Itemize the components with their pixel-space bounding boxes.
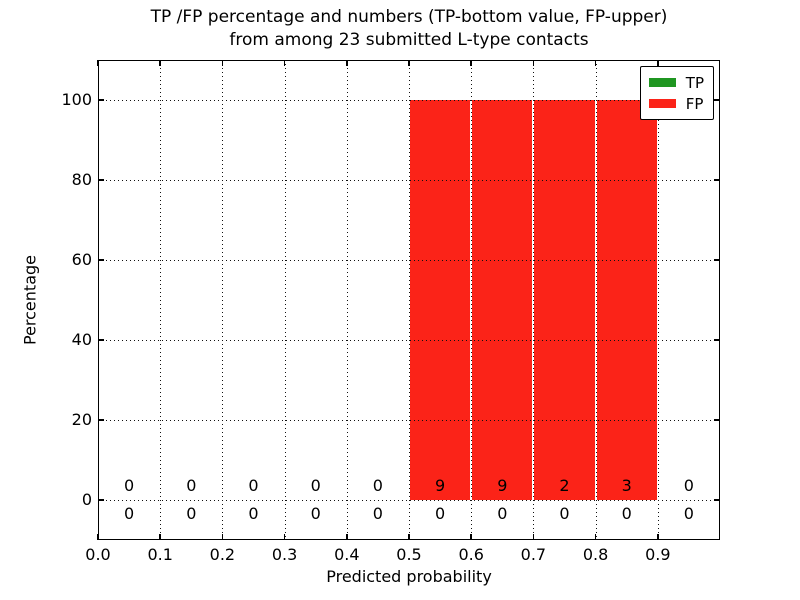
y-tick-label: 80 [71, 170, 92, 189]
legend-item-fp: FP [648, 93, 704, 114]
gridline-v [533, 60, 535, 540]
x-tick-label: 0.0 [85, 545, 111, 564]
fp-bar [596, 100, 657, 500]
tp-count-label: 0 [683, 504, 694, 523]
gridline-v [284, 60, 286, 540]
legend-item-tp: TP [648, 72, 704, 93]
y-tick-right [714, 179, 720, 181]
y-tick-right [714, 99, 720, 101]
fp-count-label: 0 [683, 476, 694, 495]
y-tick-right [714, 419, 720, 421]
gridline-v [409, 60, 410, 540]
tp-count-label: 0 [124, 504, 135, 523]
y-tick-right [714, 499, 720, 501]
x-tick-bottom [408, 534, 410, 540]
x-tick-label: 0.5 [396, 545, 422, 564]
fp-count-label: 3 [621, 476, 632, 495]
x-tick-bottom [594, 534, 597, 540]
chart-title-line1: TP /FP percentage and numbers (TP-bottom… [150, 7, 668, 27]
x-tick-bottom [470, 534, 472, 540]
gridline-v [595, 60, 597, 540]
x-tick-top [97, 60, 99, 66]
y-tick-left [98, 419, 104, 421]
y-tick-label: 0 [81, 490, 92, 509]
tp-count-label: 0 [621, 504, 632, 523]
y-tick-left [98, 259, 104, 261]
chart-title: TP /FP percentage and numbers (TP-bottom… [98, 6, 720, 52]
gridline-v [222, 60, 224, 540]
x-tick-label: 0.1 [147, 545, 173, 564]
x-tick-top [221, 60, 224, 66]
legend-label-fp: FP [685, 94, 704, 113]
fp-count-label: 9 [497, 476, 508, 495]
fp-bar [534, 100, 595, 500]
y-tick-label: 20 [71, 410, 92, 429]
x-tick-bottom [221, 534, 224, 540]
x-tick-label: 0.4 [334, 545, 360, 564]
legend-label-tp: TP [685, 73, 704, 92]
tp-count-label: 0 [497, 504, 508, 523]
tp-count-label: 0 [435, 504, 446, 523]
x-tick-bottom [532, 534, 535, 540]
tp-count-label: 0 [186, 504, 197, 523]
x-axis-label: Predicted probability [326, 567, 492, 586]
y-tick-left [98, 339, 104, 341]
y-tick-left [98, 179, 104, 181]
x-tick-top [470, 60, 472, 66]
x-tick-top [657, 60, 659, 66]
y-tick-left [98, 499, 104, 501]
x-tick-top [159, 60, 161, 66]
y-tick-right [714, 339, 720, 341]
x-tick-label: 0.7 [520, 545, 547, 564]
fp-count-label: 0 [372, 476, 383, 495]
gridline-v [160, 60, 162, 540]
x-tick-bottom [283, 534, 286, 540]
x-tick-top [346, 60, 348, 66]
tp-color-swatch [648, 78, 676, 87]
chart-title-line2: from among 23 submitted L-type contacts [229, 30, 589, 50]
y-tick-label: 40 [71, 330, 92, 349]
x-tick-label: 0.9 [645, 545, 671, 564]
fp-color-swatch [648, 99, 676, 108]
tp-count-label: 0 [372, 504, 383, 523]
fp-bar [410, 100, 471, 500]
x-tick-bottom [346, 534, 348, 540]
y-tick-label: 100 [61, 90, 92, 109]
x-tick-bottom [159, 534, 161, 540]
y-tick-label: 60 [71, 250, 92, 269]
fp-count-label: 2 [559, 476, 570, 495]
y-tick-left [98, 99, 104, 101]
fp-count-label: 9 [435, 476, 446, 495]
plot-area: TP FP 0 0 0 0 0 0 0 0 0 0 9 0 9 0 2 0 3 0 0 0 [97, 60, 720, 540]
x-tick-top [532, 60, 535, 66]
x-tick-bottom [97, 534, 99, 540]
tp-count-label: 0 [559, 504, 570, 523]
x-tick-label: 0.3 [271, 545, 298, 564]
x-tick-label: 0.6 [458, 545, 484, 564]
x-tick-top [283, 60, 286, 66]
fp-count-label: 0 [248, 476, 259, 495]
x-tick-label: 0.8 [582, 545, 609, 564]
gridline-v [346, 60, 348, 540]
x-tick-top [594, 60, 597, 66]
x-tick-top [408, 60, 410, 66]
fp-count-label: 0 [310, 476, 321, 495]
x-tick-bottom [657, 534, 659, 540]
fp-bar [472, 100, 533, 500]
tp-count-label: 0 [310, 504, 321, 523]
gridline-v [657, 60, 659, 540]
fp-count-label: 0 [124, 476, 135, 495]
legend: TP FP [639, 66, 714, 120]
x-tick-label: 0.2 [209, 545, 236, 564]
fp-count-label: 0 [186, 476, 197, 495]
y-tick-right [714, 259, 720, 261]
tp-count-label: 0 [248, 504, 259, 523]
gridline-v [471, 60, 473, 540]
